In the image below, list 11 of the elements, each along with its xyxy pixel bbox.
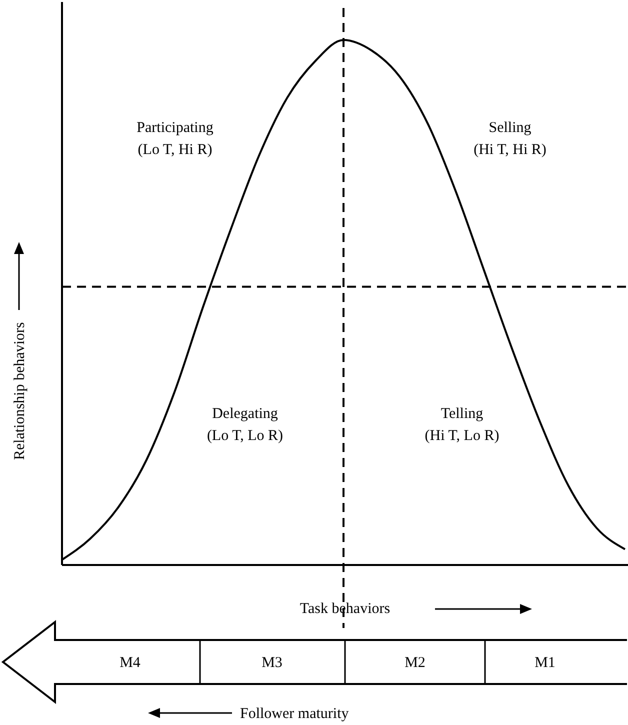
text: M3: [262, 655, 282, 671]
text: M2: [404, 655, 426, 671]
x-axis-title: Task behaviors: [300, 601, 390, 617]
text: M1: [534, 655, 556, 671]
annotation: Delegating (Lo T, Lo R): [206, 406, 284, 444]
text: Follower maturity: [240, 706, 350, 722]
annotation: Selling (Hi T, Hi R): [474, 120, 546, 158]
text: M4: [120, 655, 141, 671]
annotation: Telling (Hi T, Lo R): [424, 406, 500, 444]
annotation: Participating (Lo T, Hi R): [136, 120, 214, 158]
y-axis-title: Relationship behaviors: [12, 322, 28, 460]
